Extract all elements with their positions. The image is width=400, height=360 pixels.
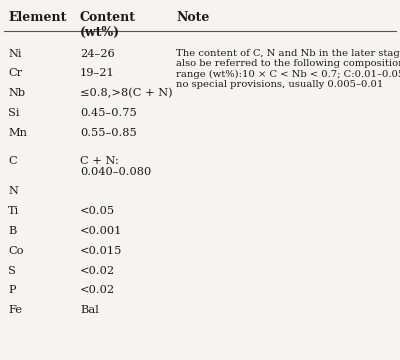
Text: 0.45–0.75: 0.45–0.75	[80, 108, 137, 118]
Text: <0.015: <0.015	[80, 246, 122, 256]
Text: <0.02: <0.02	[80, 285, 115, 296]
Text: 19–21: 19–21	[80, 68, 115, 78]
Text: Element: Element	[8, 11, 66, 24]
Text: Mn: Mn	[8, 128, 27, 138]
Text: S: S	[8, 266, 16, 276]
Text: P: P	[8, 285, 16, 296]
Text: C + N:
0.040–0.080: C + N: 0.040–0.080	[80, 156, 151, 177]
Text: C: C	[8, 156, 17, 166]
Text: Note: Note	[176, 11, 209, 24]
Text: B: B	[8, 226, 16, 236]
Text: <0.02: <0.02	[80, 266, 115, 276]
Text: Bal: Bal	[80, 305, 99, 315]
Text: Nb: Nb	[8, 88, 25, 98]
Text: The content of C, N and Nb in the later stage can
also be referred to the follow: The content of C, N and Nb in the later …	[176, 49, 400, 89]
Text: <0.001: <0.001	[80, 226, 122, 236]
Text: N: N	[8, 186, 18, 197]
Text: Cr: Cr	[8, 68, 22, 78]
Text: Co: Co	[8, 246, 24, 256]
Text: <0.05: <0.05	[80, 206, 115, 216]
Text: Si: Si	[8, 108, 20, 118]
Text: Ni: Ni	[8, 49, 22, 59]
Text: Content
(wt%): Content (wt%)	[80, 11, 136, 39]
Text: 0.55–0.85: 0.55–0.85	[80, 128, 137, 138]
Text: Fe: Fe	[8, 305, 22, 315]
Text: Ti: Ti	[8, 206, 19, 216]
Text: 24–26: 24–26	[80, 49, 115, 59]
Text: ≤0.8,>8(C + N): ≤0.8,>8(C + N)	[80, 88, 173, 99]
